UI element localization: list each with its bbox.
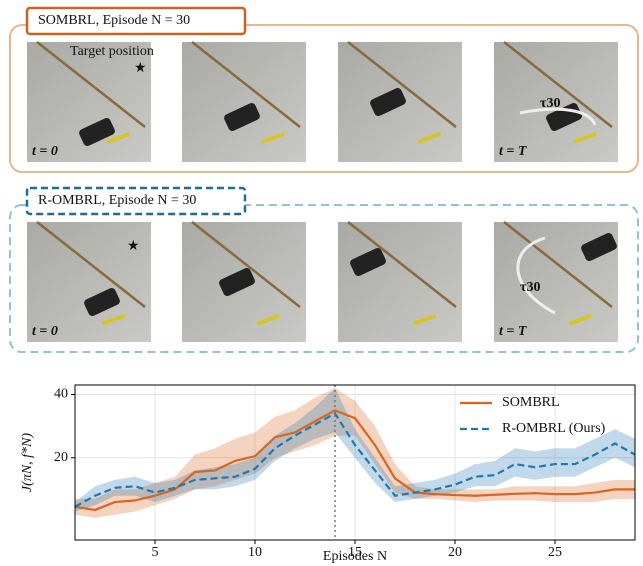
- start-label: t = 0: [32, 144, 58, 159]
- start-marker: [101, 313, 126, 326]
- trajectory: [516, 236, 556, 315]
- panel-title: SOMBRL, Episode N = 30: [38, 13, 190, 28]
- trajectory-label: τ30: [520, 280, 540, 295]
- legend-label: R-OMBRL (Ours): [502, 421, 606, 436]
- car: [370, 87, 406, 117]
- y-tick-label: 20: [54, 450, 68, 465]
- car: [224, 102, 260, 132]
- plot-area: [75, 385, 635, 540]
- end-label: t = T: [499, 324, 528, 339]
- confidence-band: [75, 388, 635, 512]
- photo: [494, 42, 618, 162]
- car: [84, 287, 120, 317]
- axes-frame: [74, 384, 636, 541]
- end-label: t = T: [499, 144, 528, 159]
- target-star: ★: [127, 239, 140, 254]
- x-tick-label: 20: [448, 545, 462, 560]
- car: [79, 117, 115, 147]
- panel-frame: [9, 204, 639, 353]
- floor-stripe: [503, 221, 613, 308]
- start-marker: [417, 131, 442, 144]
- floor-stripe: [347, 41, 457, 128]
- start-marker: [568, 313, 593, 326]
- floor-stripe: [36, 41, 146, 128]
- photo: [338, 222, 462, 342]
- photo: [182, 42, 306, 162]
- series-line: [75, 412, 635, 508]
- start-marker: [256, 313, 281, 326]
- y-tick-label: 40: [54, 387, 68, 402]
- series-line: [75, 409, 635, 512]
- car: [350, 247, 386, 277]
- car: [581, 232, 617, 262]
- panel-frame: [9, 24, 639, 173]
- panel-title-box: [25, 6, 247, 36]
- confidence-band: [75, 388, 635, 518]
- photo: [27, 222, 151, 342]
- floor-stripe: [503, 41, 613, 128]
- x-tick-label: 15: [348, 545, 362, 560]
- floor-stripe: [191, 221, 301, 308]
- legend-label: SOMBRL: [502, 395, 560, 410]
- car: [219, 267, 255, 297]
- y-axis-label: J(πN, f*N): [20, 433, 35, 492]
- start-label: t = 0: [32, 324, 58, 339]
- start-marker: [412, 313, 437, 326]
- floor-stripe: [191, 41, 301, 128]
- target-star: ★: [134, 61, 147, 76]
- x-tick-label: 10: [248, 545, 262, 560]
- trajectory: [519, 107, 597, 126]
- floor-stripe: [347, 221, 457, 308]
- x-tick-label: 25: [548, 545, 562, 560]
- x-tick-label: 5: [152, 545, 159, 560]
- trajectory-label: τ30: [540, 96, 560, 111]
- panel-title-box: [25, 186, 247, 216]
- start-marker: [573, 131, 598, 144]
- start-marker: [261, 131, 286, 144]
- start-marker: [106, 131, 131, 144]
- x-axis-label: Episodes N: [323, 549, 387, 564]
- panel-title: R-OMBRL, Episode N = 30: [38, 193, 196, 208]
- target-label: Target position: [70, 44, 154, 59]
- floor-stripe: [36, 221, 146, 308]
